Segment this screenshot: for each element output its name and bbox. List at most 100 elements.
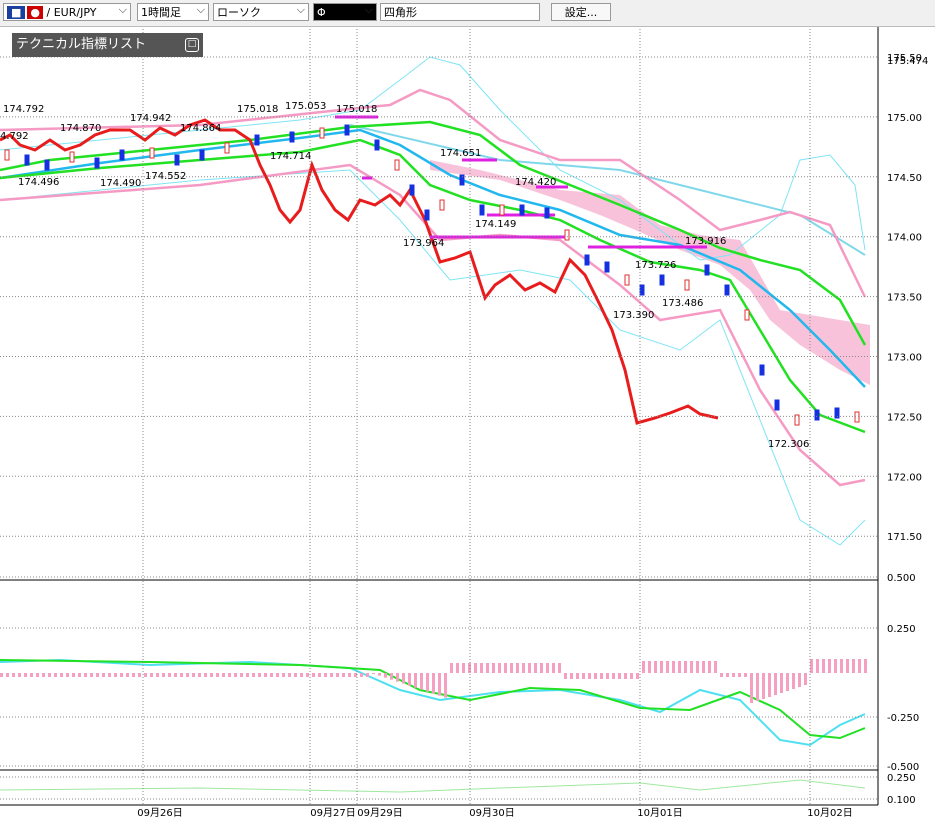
tool-select[interactable]: Φ <box>313 1 377 21</box>
histogram-bar <box>522 663 525 673</box>
histogram-bar <box>372 673 375 674</box>
histogram-bar <box>216 673 219 677</box>
histogram-bar <box>678 661 681 673</box>
histogram-bar <box>72 673 75 677</box>
shape-field[interactable]: 四角形 <box>380 3 540 21</box>
histogram-bar <box>618 673 621 679</box>
price-annotation: 174.496 <box>18 177 59 188</box>
histogram-bar <box>78 673 81 677</box>
histogram-bar <box>438 673 441 696</box>
candle <box>319 127 325 139</box>
price-annotation: 174.651 <box>440 148 481 159</box>
histogram-bar <box>6 673 9 677</box>
histogram-bar <box>624 673 627 679</box>
histogram-bar <box>708 661 711 673</box>
histogram-bar <box>426 673 429 692</box>
histogram-bar <box>222 673 225 677</box>
histogram-bar <box>492 663 495 673</box>
macd-label: -0.500 <box>887 762 919 773</box>
price-annotation: 4.792 <box>0 131 29 142</box>
histogram-bar <box>594 673 597 679</box>
histogram-bar <box>138 673 141 677</box>
price-annotation: 173.964 <box>403 238 444 249</box>
histogram-bar <box>654 661 657 673</box>
histogram-bar <box>390 673 393 680</box>
candle <box>409 184 415 196</box>
histogram-bar <box>726 673 729 677</box>
candle <box>94 157 100 169</box>
price-annotation: 173.486 <box>662 298 703 309</box>
indicator-panel[interactable]: テクニカル指標リスト □ <box>12 33 203 57</box>
histogram-bar <box>348 673 351 677</box>
candle <box>794 414 800 426</box>
histogram-bar <box>690 661 693 673</box>
symbol-select[interactable]: ■ ● / EUR/JPY <box>3 1 131 21</box>
candle <box>224 142 230 154</box>
sub-label: 0.250 <box>887 773 916 784</box>
ma-green-fast <box>0 120 867 346</box>
histogram-bar <box>528 663 531 673</box>
candle <box>394 159 400 171</box>
price-label: 173.50 <box>887 293 922 304</box>
histogram-bar <box>570 673 573 679</box>
timeframe-select[interactable]: 1時間足 <box>137 1 209 21</box>
histogram-bar <box>306 673 309 677</box>
histogram-bar <box>864 659 867 673</box>
candle <box>684 279 690 291</box>
histogram-bar <box>264 673 267 677</box>
histogram-bar <box>420 673 423 690</box>
histogram-bar <box>162 673 165 677</box>
histogram-bar <box>294 673 297 677</box>
histogram-bar <box>342 673 345 677</box>
histogram-bar <box>210 673 213 677</box>
histogram-bar <box>450 663 453 673</box>
histogram-bar <box>24 673 27 677</box>
histogram-bar <box>582 673 585 679</box>
candle <box>344 124 350 136</box>
histogram-bar <box>828 659 831 673</box>
histogram-bar <box>270 673 273 677</box>
candle <box>564 229 570 241</box>
histogram-bar <box>510 663 513 673</box>
histogram-bar <box>366 673 369 677</box>
histogram-bar <box>258 673 261 677</box>
candle <box>519 204 525 216</box>
candle <box>659 274 665 286</box>
histogram-bar <box>612 673 615 679</box>
histogram-bar <box>486 663 489 673</box>
histogram-bar <box>666 661 669 673</box>
price-annotation: 173.390 <box>613 310 654 321</box>
histogram-bar <box>120 673 123 677</box>
tool: Φ <box>317 6 326 19</box>
price-label: 172.00 <box>887 472 922 483</box>
price-label: 174.00 <box>887 233 922 244</box>
histogram-bar <box>108 673 111 677</box>
histogram-bar <box>630 673 633 679</box>
histogram-bar <box>354 673 357 677</box>
histogram-bar <box>36 673 39 677</box>
price-annotation: 175.053 <box>285 101 326 112</box>
candle <box>149 147 155 159</box>
histogram-bar <box>384 673 387 678</box>
histogram-bar <box>822 659 825 673</box>
date-label: 09月26日 <box>137 807 182 819</box>
histogram-bar <box>12 673 15 677</box>
histogram-bar <box>48 673 51 677</box>
histogram-bar <box>588 673 591 679</box>
candle <box>704 264 710 276</box>
histogram-bar <box>234 673 237 677</box>
ma-blue <box>0 128 866 388</box>
candle <box>584 254 590 266</box>
style-select[interactable]: ローソク <box>213 1 309 21</box>
histogram-bar <box>396 673 399 682</box>
price-annotation: 174.942 <box>130 113 171 124</box>
price-annotation: 174.870 <box>60 123 101 134</box>
histogram-bar <box>768 673 771 697</box>
price-annotation: 174.490 <box>100 178 141 189</box>
settings-button[interactable]: 設定... <box>551 3 611 21</box>
price-annotation: 175.018 <box>336 104 377 115</box>
histogram-bar <box>786 673 789 691</box>
histogram-bar <box>684 661 687 673</box>
macd-line <box>0 658 866 747</box>
price-annotation: 174.552 <box>145 171 186 182</box>
